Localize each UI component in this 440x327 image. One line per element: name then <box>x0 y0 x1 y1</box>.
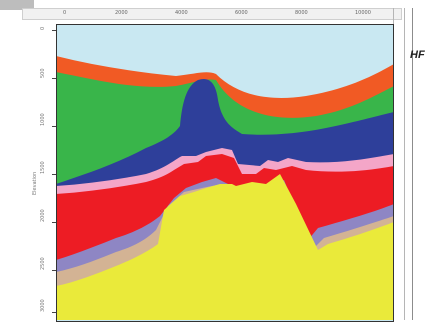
top-tick-label: 0 <box>63 10 67 16</box>
left-tick-label: 0 <box>40 26 46 30</box>
right-frame <box>393 8 405 320</box>
axis-title: Elevation <box>32 171 38 195</box>
geologic-cross-section: HF <box>56 24 425 322</box>
window-corner <box>0 0 34 10</box>
top-tick-label: 4000 <box>175 10 188 16</box>
top-tick-label: 6000 <box>235 10 248 16</box>
left-tick-label: 1000 <box>40 113 46 126</box>
panel-corner-label: HF <box>410 49 425 61</box>
left-tick-label: 2000 <box>40 209 46 222</box>
left-tick-label: 500 <box>40 68 46 78</box>
outer-frame-line <box>412 8 413 320</box>
top-tick-label: 8000 <box>295 10 308 16</box>
panel-border <box>56 24 394 322</box>
yellow-basement <box>56 174 394 320</box>
top-tick-label: 2000 <box>115 10 128 16</box>
top-tick-label: 10000 <box>355 10 371 16</box>
left-ruler: 0 500 1000 1500 2000 2500 3000 Elevation <box>22 20 60 320</box>
left-tick-label: 1500 <box>40 161 46 174</box>
left-tick-label: 2500 <box>40 257 46 270</box>
left-tick-label: 3000 <box>40 299 46 312</box>
cross-section-canvas <box>56 24 394 322</box>
top-ruler: 0 2000 4000 6000 8000 10000 <box>22 8 402 20</box>
